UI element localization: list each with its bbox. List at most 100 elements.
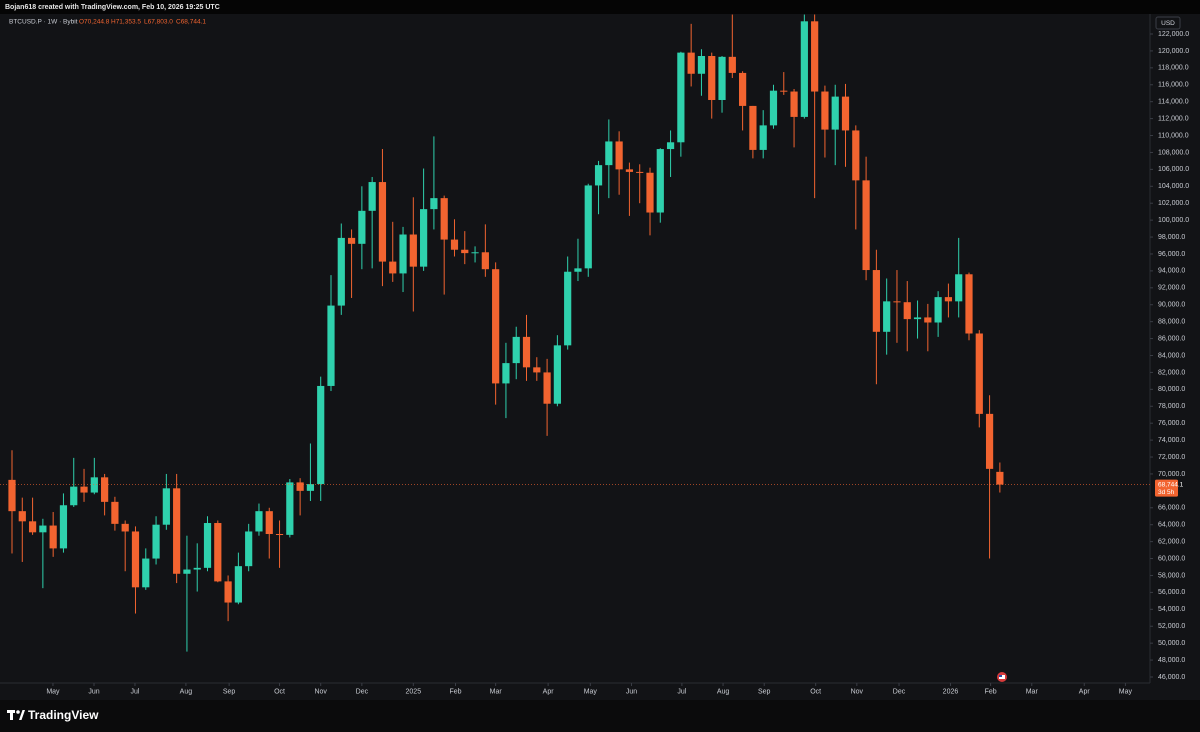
y-tick-label: 110,000.0 [1158,132,1189,139]
candle-body [296,482,304,491]
x-tick-label: Jun [88,688,99,695]
x-tick-label: Sep [758,688,771,695]
candle-body [996,471,1004,485]
candle-body [327,305,335,386]
candle-body [646,172,654,213]
candle-body [677,52,685,143]
y-tick-label: 94,000.0 [1158,268,1185,275]
y-tick-label: 108,000.0 [1158,149,1189,156]
y-tick-label: 60,000.0 [1158,555,1185,562]
currency-box[interactable] [1155,16,1181,30]
y-tick-label: 118,000.0 [1158,65,1189,72]
candle-body [975,333,983,414]
x-tick-label: Aug [180,688,193,695]
candle-body [852,130,860,181]
candle-body [28,521,37,533]
y-tick-label: 46,000.0 [1158,674,1185,681]
candle-body [18,511,26,522]
candle-body [59,505,68,549]
candle-body [934,297,942,323]
currency[interactable]: USD [1161,20,1175,27]
candle-body [90,477,98,493]
candle-body [924,317,932,323]
x-tick-label: Mar [490,688,503,695]
time-axis [0,683,1150,700]
candle-body [893,301,901,303]
x-tick-label: Jun [626,688,637,695]
last-price-label: 68,744.1 [1158,481,1184,488]
x-tick-label: May [584,688,598,695]
candle-body [49,525,57,549]
candle-body [183,569,191,574]
candle-body [193,567,201,570]
x-tick-label: 2025 [406,688,422,695]
candle-body [841,96,850,131]
candle-body [831,96,839,130]
candle-body [697,55,706,74]
candle-body [687,52,695,74]
y-tick-label: 70,000.0 [1158,471,1185,478]
candle-body [584,185,592,269]
candle-body [111,501,119,524]
last-price-box [1155,479,1178,497]
y-tick-label: 104,000.0 [1158,183,1189,190]
candle-body [625,169,634,172]
y-tick-label: 74,000.0 [1158,437,1185,444]
candle-body [131,531,140,588]
y-tick-label: 82,000.0 [1158,369,1185,376]
y-tick-label: 56,000.0 [1158,589,1185,596]
legend-close: C68,744.1 [176,19,206,26]
x-tick-label: Nov [314,688,327,695]
plot-area [0,14,1150,683]
y-tick-label: 80,000.0 [1158,386,1185,393]
y-tick-label: 72,000.0 [1158,454,1185,461]
y-tick-label: 76,000.0 [1158,420,1185,427]
candle-body [162,488,170,525]
candle-body [286,482,294,535]
candle-body [872,270,880,332]
candle-body [8,479,16,512]
candle-body [142,558,150,588]
x-tick-label: Apr [1079,688,1091,695]
candle-body [821,91,829,130]
x-tick-label: May [46,688,60,695]
x-tick-label: May [1119,688,1133,695]
candle-body [347,237,356,244]
candle-body [224,581,232,603]
candle-body [368,182,376,211]
y-tick-label: 112,000.0 [1158,115,1189,122]
candle-body [203,523,212,568]
candle-body [800,21,808,117]
x-tick-label: Jul [130,688,139,695]
candle-body [708,55,716,100]
x-tick-label: Oct [810,688,821,695]
footer [0,700,1200,732]
title: Bojan618 created with TradingView.com, F… [5,4,220,11]
legend-high: H71,353.5 [111,19,141,26]
candle-body [862,180,870,271]
candle-body [399,234,407,274]
candle-body [440,198,448,240]
candle-body [543,372,551,404]
candle-body [965,274,973,334]
candle-body [265,511,273,535]
candle-body [245,531,253,567]
title-bar [0,0,1200,14]
candle-body [903,302,911,320]
y-tick-label: 92,000.0 [1158,285,1185,292]
candle-body [39,525,47,533]
candle-body [502,363,510,384]
candle-body [955,274,963,302]
event-flag[interactable] [997,672,1007,682]
x-tick-label: Sep [223,688,236,695]
candle-body [718,56,726,100]
candle-body [461,249,469,254]
candle-body [769,90,778,126]
candle-body [615,141,623,170]
x-tick-label: Nov [851,688,864,695]
x-tick-label: Dec [356,688,369,695]
x-tick-label: 2026 [943,688,959,695]
candle-body [152,524,160,559]
candle-body [492,269,500,384]
